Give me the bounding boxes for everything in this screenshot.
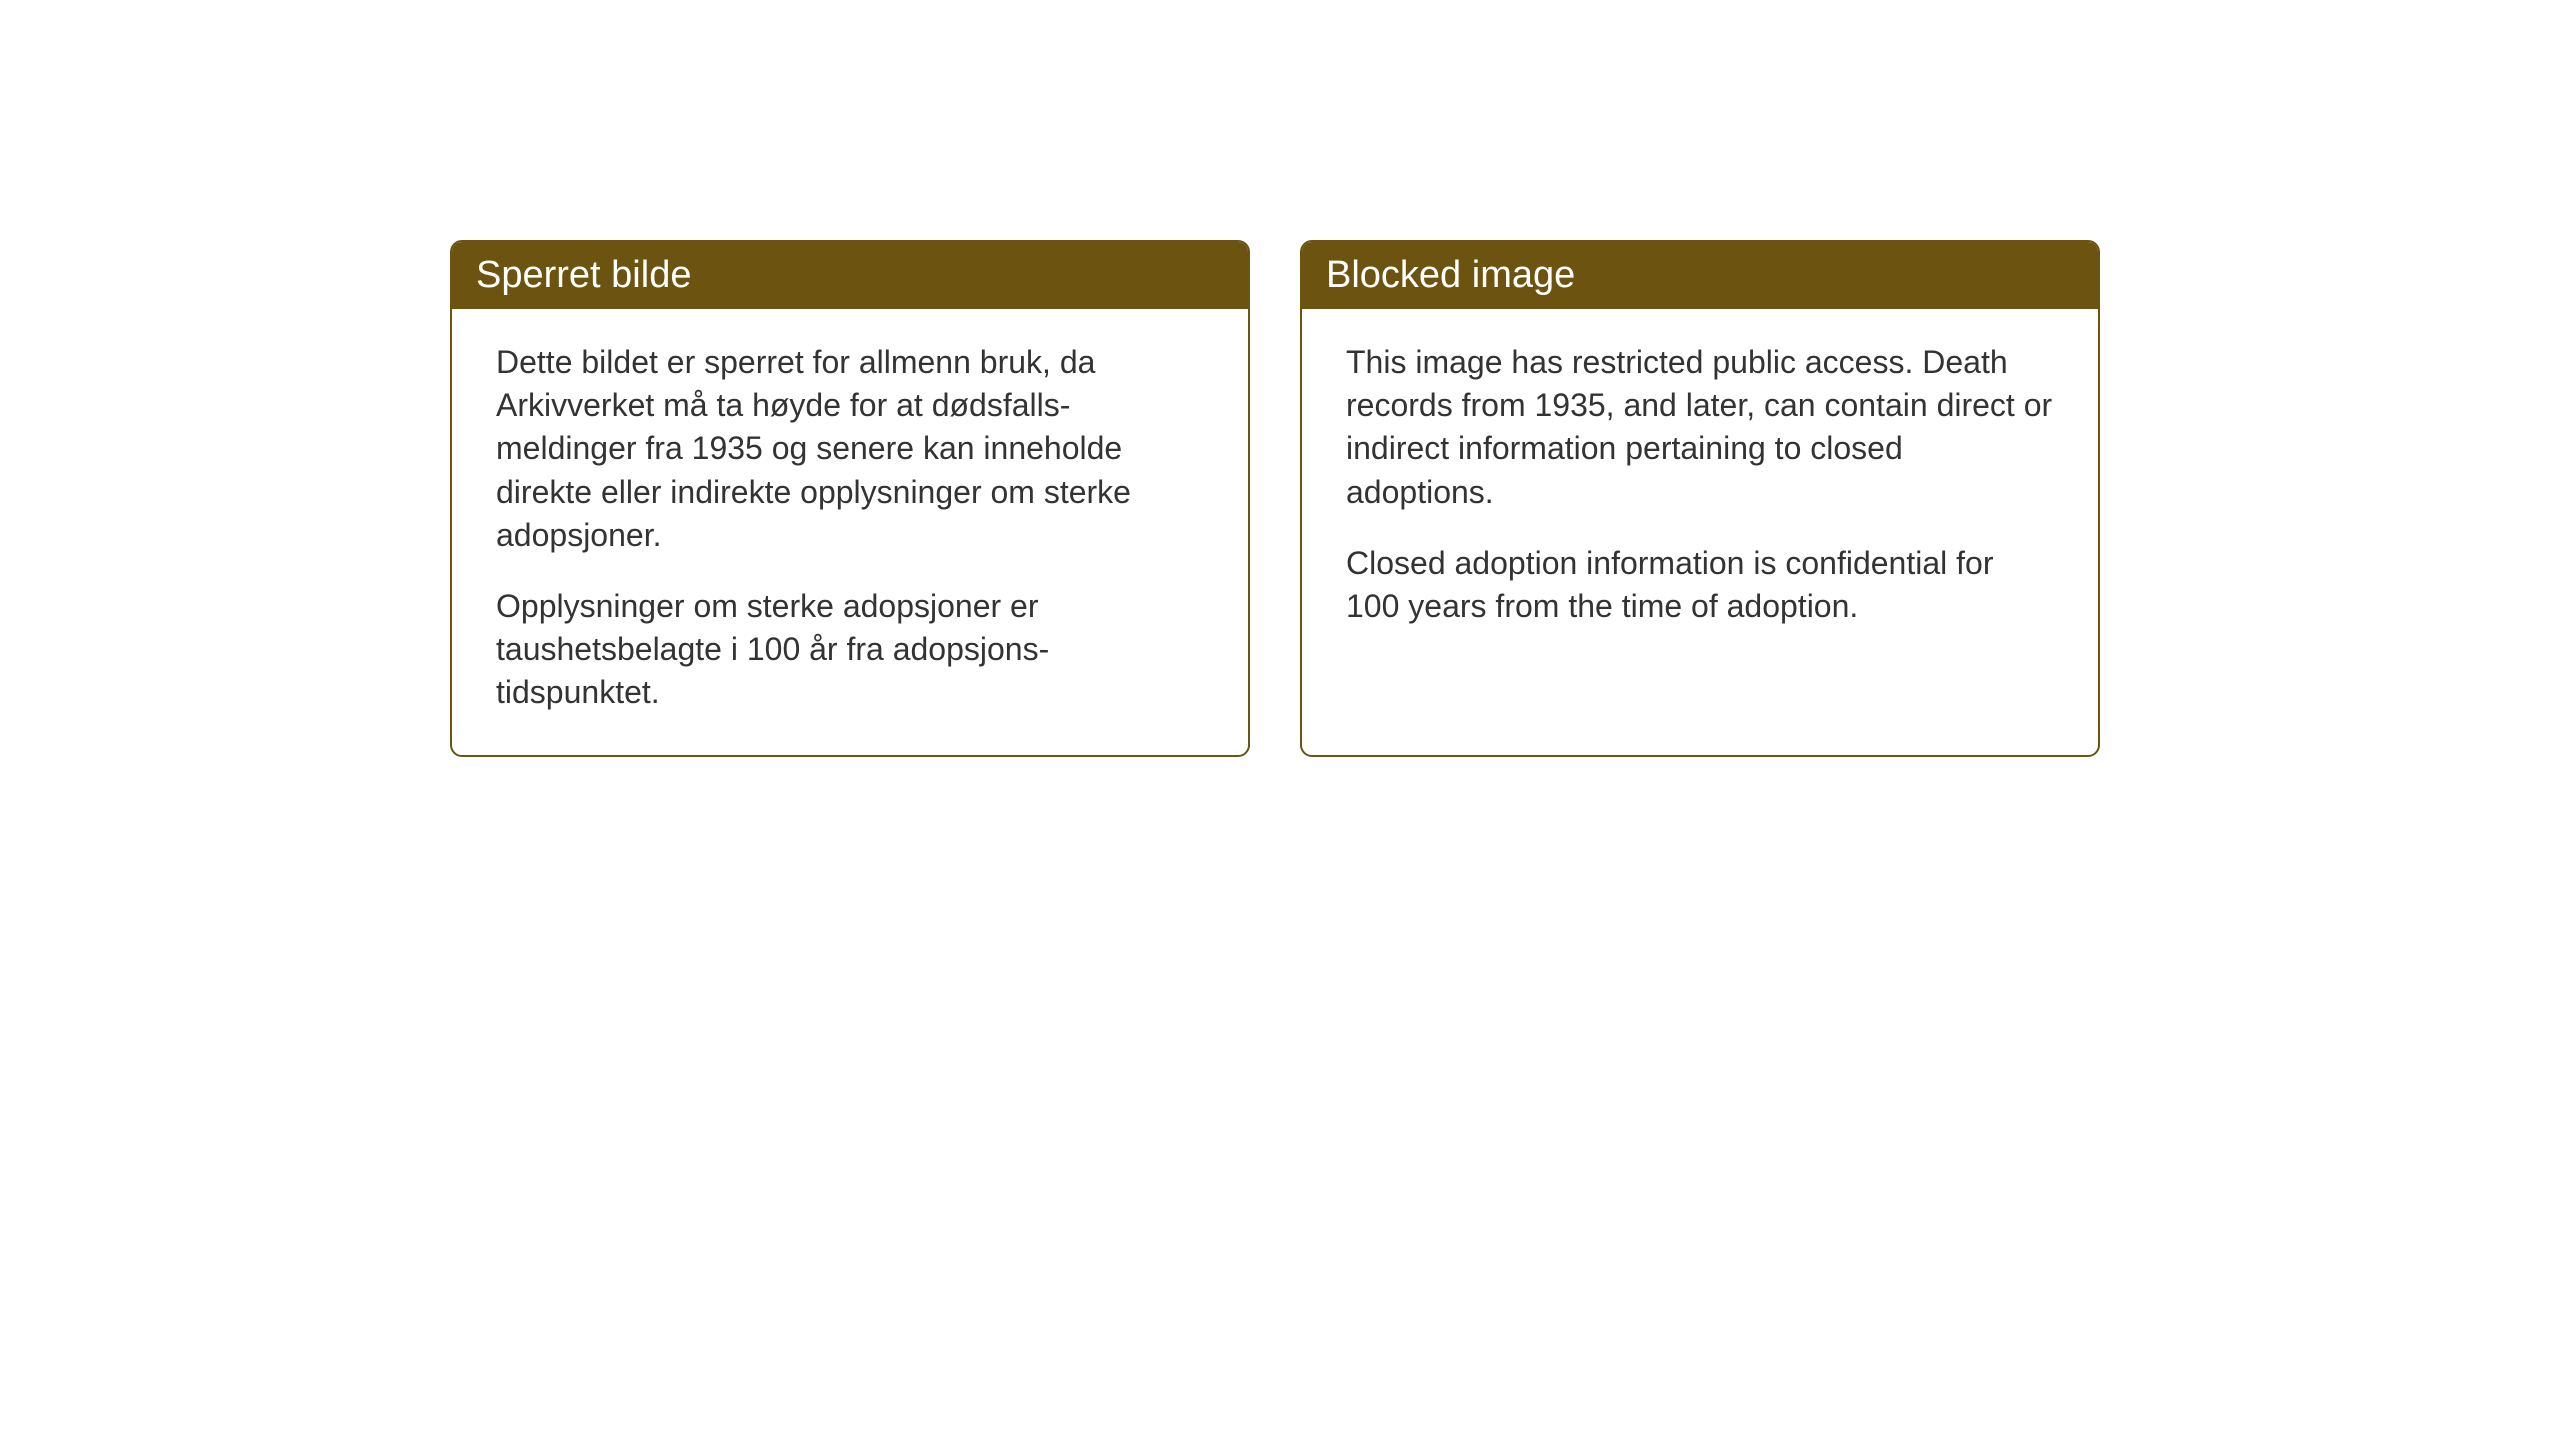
norwegian-card-title: Sperret bilde <box>452 242 1248 309</box>
norwegian-paragraph-2: Opplysninger om sterke adopsjoner er tau… <box>496 585 1204 715</box>
norwegian-paragraph-1: Dette bildet er sperret for allmenn bruk… <box>496 341 1204 557</box>
english-card-title: Blocked image <box>1302 242 2098 309</box>
english-paragraph-1: This image has restricted public access.… <box>1346 341 2054 514</box>
norwegian-card-body: Dette bildet er sperret for allmenn bruk… <box>452 309 1248 755</box>
norwegian-notice-card: Sperret bilde Dette bildet er sperret fo… <box>450 240 1250 757</box>
notice-container: Sperret bilde Dette bildet er sperret fo… <box>450 240 2100 757</box>
english-notice-card: Blocked image This image has restricted … <box>1300 240 2100 757</box>
english-card-body: This image has restricted public access.… <box>1302 309 2098 668</box>
english-paragraph-2: Closed adoption information is confident… <box>1346 542 2054 628</box>
